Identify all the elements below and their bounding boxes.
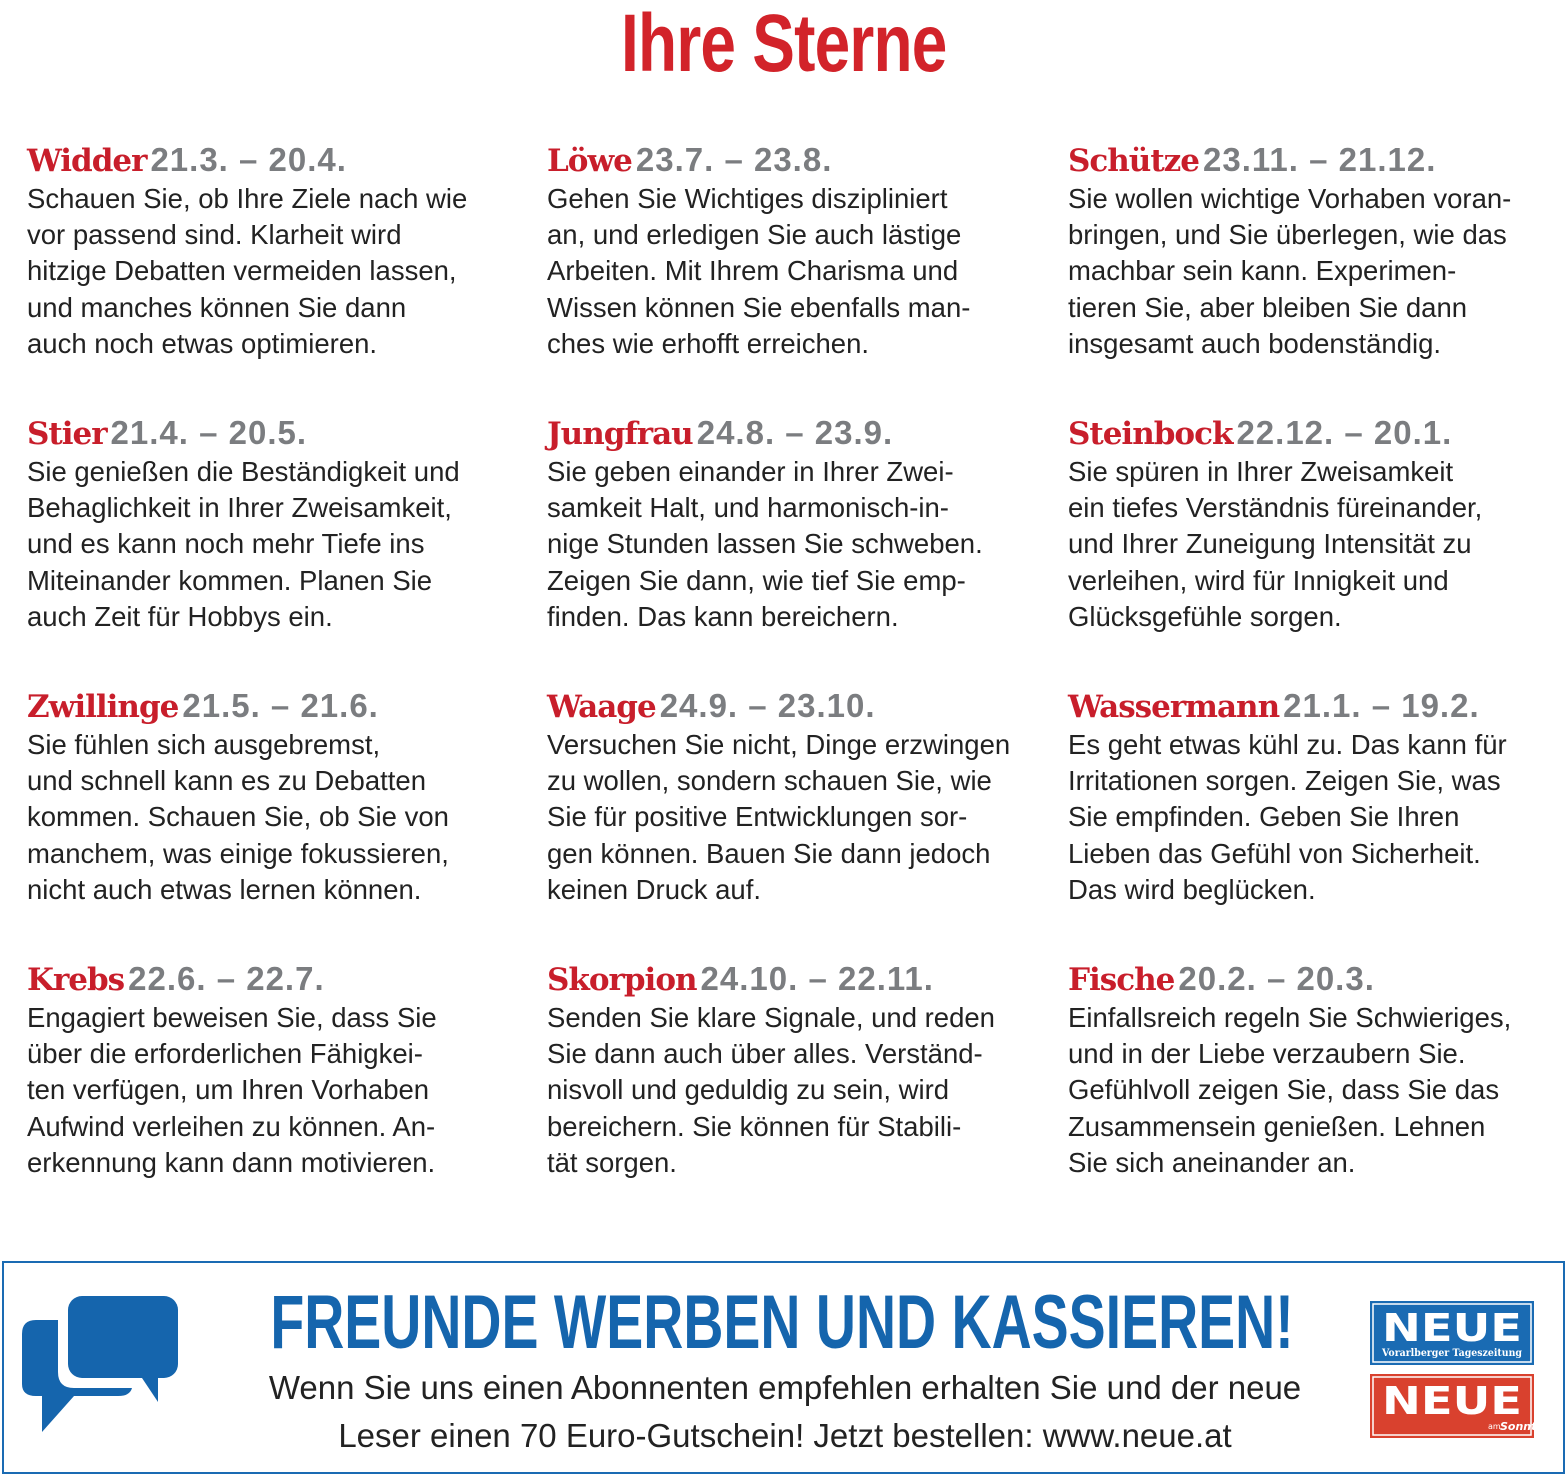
sign-name: Wassermann (1068, 689, 1280, 725)
horoscope-fische: Fische 20.2. – 20.3. Einfallsreich regeln … (1068, 959, 1567, 1181)
sign-name: Waage (547, 689, 657, 725)
sign-heading: Wassermann 21.1. – 19.2. (1068, 686, 1567, 727)
sign-text: Versuchen Sie nicht, Dinge erzwingen zu … (547, 729, 1011, 905)
sign-name: Jungfrau (547, 416, 694, 452)
sign-text: Es geht etwas kühl zu. Das kann für Irri… (1068, 729, 1507, 905)
sign-date: 24.10. – 22.11. (700, 960, 934, 997)
sign-text: Gehen Sie Wichtiges diszipliniert an, un… (547, 183, 971, 359)
sign-name: Stier (27, 416, 108, 452)
horoscope-krebs: Krebs 22.6. – 22.7. Engagiert beweisen Sie… (27, 959, 537, 1181)
sign-name: Schütze (1068, 143, 1200, 179)
horoscope-steinbock: Steinbock 22.12. – 20.1. Sie spüren in Ihr… (1068, 413, 1567, 635)
sign-name: Krebs (27, 962, 125, 998)
promo-text: Wenn Sie uns einen Abonnenten empfehlen … (200, 1364, 1370, 1460)
sign-heading: Jungfrau 24.8. – 23.9. (547, 413, 1057, 454)
sign-date: 22.6. – 22.7. (128, 960, 325, 997)
sign-date: 22.12. – 20.1. (1236, 414, 1453, 451)
sign-text: Senden Sie klare Signale, und reden Sie … (547, 1002, 995, 1178)
sign-date: 21.4. – 20.5. (110, 414, 308, 451)
sign-name: Skorpion (547, 962, 698, 998)
sign-text: Engagiert beweisen Sie, dass Sie über di… (27, 1002, 437, 1178)
sign-name: Fische (1068, 962, 1175, 998)
svg-text:NEUE: NEUE (1382, 1379, 1522, 1423)
sign-heading: Zwillinge 21.5. – 21.6. (27, 686, 537, 727)
sign-text: Sie spüren in Ihrer Zweisamkeit ein tief… (1068, 456, 1483, 632)
sign-date: 21.5. – 21.6. (182, 687, 379, 724)
sign-heading: Widder 21.3. – 20.4. (27, 140, 537, 181)
sign-heading: Steinbock 22.12. – 20.1. (1068, 413, 1567, 454)
sign-text: Sie wollen wichtige Vorhaben voran- brin… (1068, 183, 1512, 359)
neue-am-sonntag-logo[interactable]: NEUE am Sonntag (1370, 1374, 1534, 1438)
sign-name: Steinbock (1068, 416, 1233, 452)
promo-banner (2, 1261, 1565, 1474)
sign-text: Einfallsreich regeln Sie Schwieriges, un… (1068, 1002, 1512, 1178)
horoscope-waage: Waage 24.9. – 23.10. Versuchen Sie nicht, … (547, 686, 1057, 908)
sign-heading: Krebs 22.6. – 22.7. (27, 959, 537, 1000)
horoscope-schtze: Schütze 23.11. – 21.12. Sie wollen wichtig… (1068, 140, 1567, 362)
horoscope-widder: Widder 21.3. – 20.4. Schauen Sie, ob Ihre … (27, 140, 537, 362)
svg-text:Sonntag: Sonntag (1500, 1420, 1534, 1433)
sign-text: Sie geben einander in Ihrer Zwei- samkei… (547, 456, 983, 632)
sign-date: 20.2. – 20.3. (1178, 960, 1375, 997)
sign-date: 21.3. – 20.4. (150, 141, 347, 178)
sign-date: 23.7. – 23.8. (635, 141, 833, 178)
sign-heading: Waage 24.9. – 23.10. (547, 686, 1057, 727)
horoscope-zwillinge: Zwillinge 21.5. – 21.6. Sie fühlen sich au… (27, 686, 537, 908)
horoscope-lwe: Löwe 23.7. – 23.8. Gehen Sie Wichtiges dis… (547, 140, 1057, 362)
promo-headline: FREUNDE WERBEN UND KASSIEREN! (270, 1280, 1294, 1365)
svg-text:NEUE: NEUE (1382, 1306, 1522, 1350)
sign-heading: Stier 21.4. – 20.5. (27, 413, 537, 454)
promo-text-line-1: Wenn Sie uns einen Abonnenten empfehlen … (268, 1369, 1302, 1406)
svg-text:am: am (1488, 1422, 1501, 1431)
horoscope-stier: Stier 21.4. – 20.5. Sie genießen die Bestä… (27, 413, 537, 635)
horoscope-jungfrau: Jungfrau 24.8. – 23.9. Sie geben einander … (547, 413, 1057, 635)
sign-text: Schauen Sie, ob Ihre Ziele nach wie vor … (27, 183, 468, 359)
sign-name: Widder (27, 143, 147, 179)
neue-vorarlberger-tageszeitung-logo[interactable]: NEUE Vorarlberger Tageszeitung (1370, 1301, 1534, 1365)
sign-date: 24.8. – 23.9. (696, 414, 894, 451)
horoscope-wassermann: Wassermann 21.1. – 19.2. Es geht etwas küh… (1068, 686, 1567, 908)
sign-date: 23.11. – 21.12. (1203, 141, 1437, 178)
sign-heading: Löwe 23.7. – 23.8. (547, 140, 1057, 181)
sign-heading: Skorpion 24.10. – 22.11. (547, 959, 1057, 1000)
horoscope-skorpion: Skorpion 24.10. – 22.11. Senden Sie klare … (547, 959, 1057, 1181)
page-title: Ihre Sterne (621, 0, 947, 89)
sign-date: 24.9. – 23.10. (659, 687, 876, 724)
sign-date: 21.1. – 19.2. (1283, 687, 1480, 724)
svg-text:Vorarlberger Tageszeitung: Vorarlberger Tageszeitung (1381, 1348, 1522, 1359)
chat-bubbles-icon (22, 1296, 178, 1432)
sign-name: Löwe (547, 143, 633, 179)
sign-text: Sie genießen die Beständigkeit und Behag… (27, 456, 460, 632)
sign-text: Sie fühlen sich ausgebremst, und schnell… (27, 729, 449, 905)
sign-heading: Fische 20.2. – 20.3. (1068, 959, 1567, 1000)
promo-text-line-2: Leser einen 70 Euro-Gutschein! Jetzt bes… (338, 1417, 1232, 1454)
sign-name: Zwillinge (27, 689, 179, 725)
sign-heading: Schütze 23.11. – 21.12. (1068, 140, 1567, 181)
